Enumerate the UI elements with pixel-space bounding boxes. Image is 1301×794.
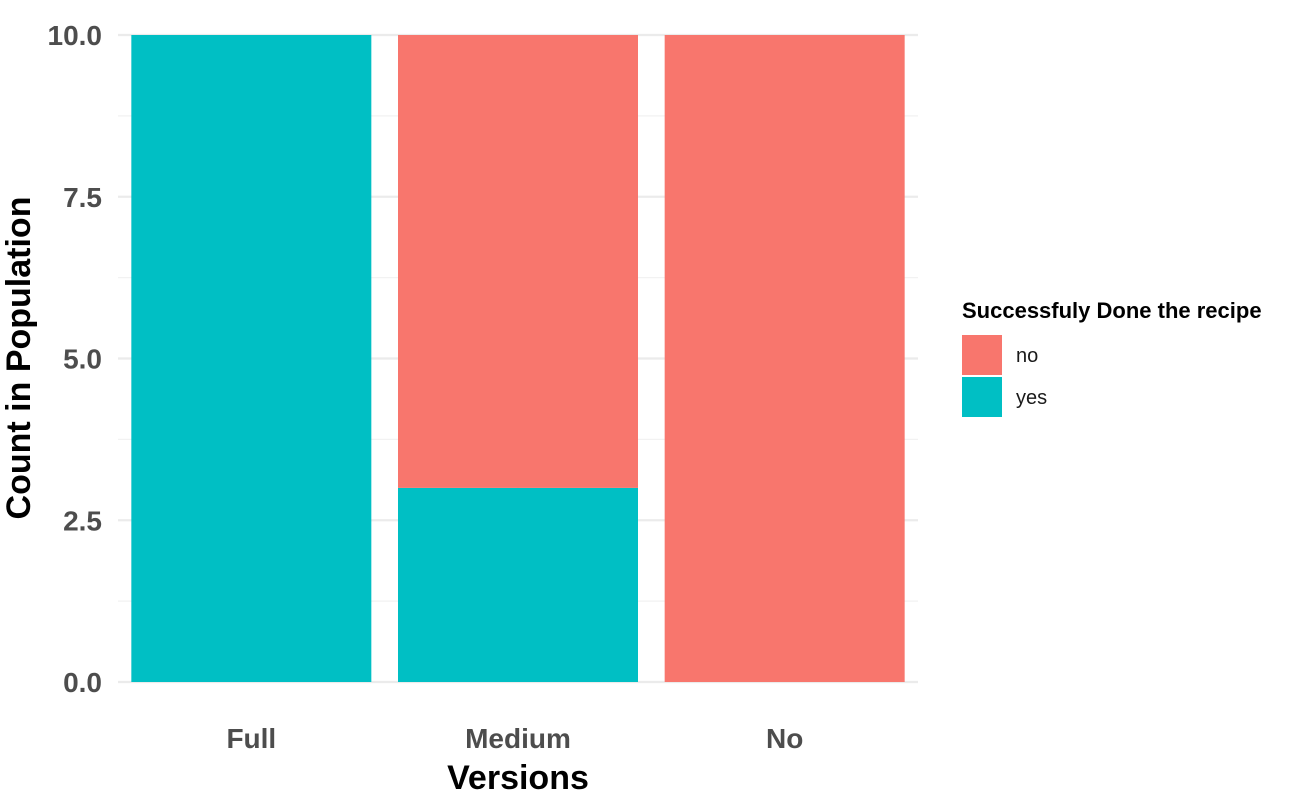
bar-no-no <box>664 35 905 682</box>
x-tick-label: No <box>766 723 803 754</box>
legend-swatch-yes <box>962 377 1002 417</box>
y-axis-title: Count in Population <box>0 197 38 520</box>
x-tick-label: Medium <box>465 723 571 754</box>
bar-medium-yes <box>398 487 638 682</box>
y-tick-label: 2.5 <box>63 505 102 536</box>
y-tick-label: 0.0 <box>63 667 102 698</box>
legend-label-yes: yes <box>1016 387 1047 409</box>
legend-swatch-no <box>962 335 1002 375</box>
x-axis-title: Versions <box>447 759 589 794</box>
bar-medium-no <box>398 35 638 488</box>
bar-full-yes <box>131 35 372 682</box>
bars <box>131 35 905 682</box>
legend-label-no: no <box>1016 345 1038 367</box>
y-axis-ticks: 0.0 2.5 5.0 7.5 10.0 <box>48 20 103 698</box>
legend: Successfuly Done the recipe no yes <box>962 298 1262 417</box>
y-tick-label: 5.0 <box>63 344 102 375</box>
legend-items: no yes <box>962 335 1047 417</box>
y-tick-label: 10.0 <box>48 20 103 51</box>
x-axis-ticks: Full Medium No <box>226 723 803 754</box>
legend-title: Successfuly Done the recipe <box>962 298 1262 323</box>
y-tick-label: 7.5 <box>63 182 102 213</box>
x-tick-label: Full <box>226 723 276 754</box>
